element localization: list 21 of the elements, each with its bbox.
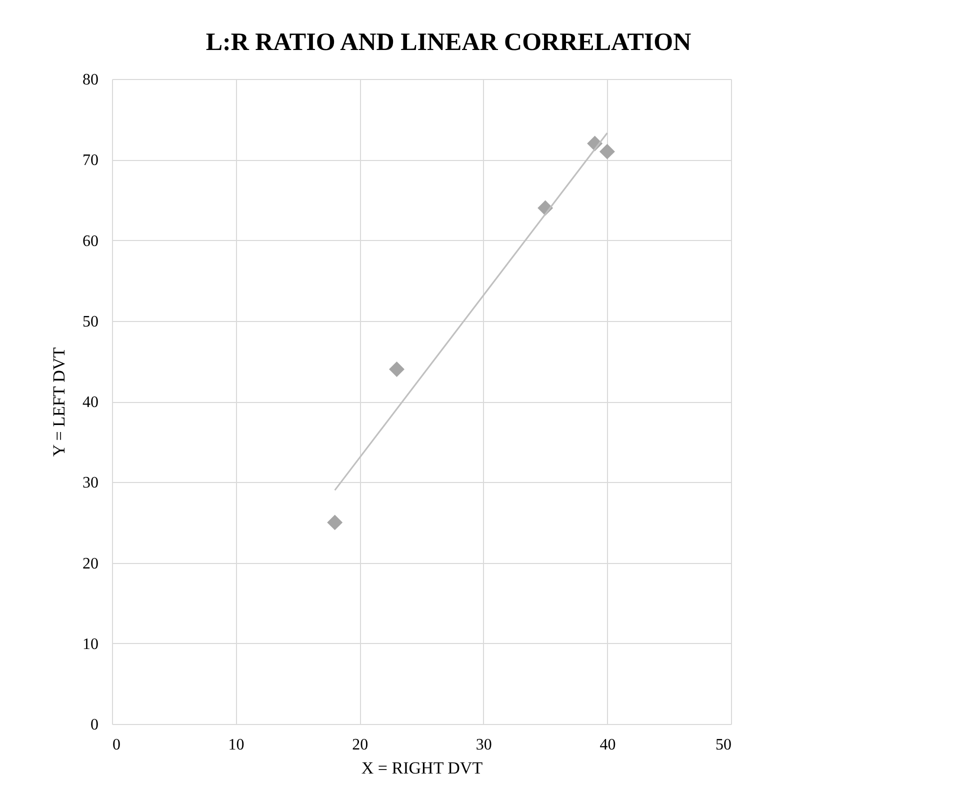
x-tick-label: 0 [112,736,120,754]
point [327,514,343,530]
y-tick-label: 30 [82,474,98,492]
y-tick-label: 50 [82,313,98,330]
x-axis-title: X = RIGHT DVT [361,758,484,778]
y-tick-label: 0 [90,716,98,734]
y-tick-label: 20 [82,555,98,572]
y-tick-label: 40 [82,394,98,411]
y-tick-label: 70 [82,152,98,170]
x-tick-label: 20 [352,736,368,754]
point [388,362,404,377]
x-tick-label: 50 [716,736,732,754]
chart-title: L:R RATIO AND LINEAR CORRELATION [206,29,692,56]
x-tick-label: 40 [600,736,616,754]
y-axis-title: Y = LEFT DVT [50,346,68,457]
y-tick-label: 10 [82,636,98,653]
x-tick-label: 30 [476,736,492,754]
point [599,144,615,160]
y-tick-label: 60 [82,232,98,250]
x-tick-label: 10 [228,736,244,754]
y-tick-label: 80 [82,72,98,88]
